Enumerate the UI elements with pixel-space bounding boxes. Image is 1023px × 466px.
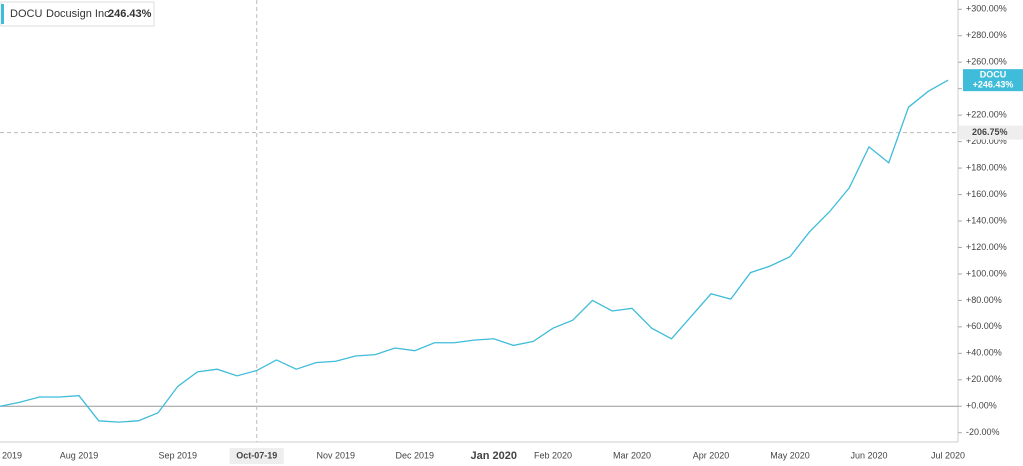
x-tick-label: Nov 2019: [316, 450, 355, 460]
y-tick-label: +120.00%: [966, 242, 1007, 252]
x-tick-label: Aug 2019: [60, 450, 99, 460]
last-value: 246.43%: [108, 8, 152, 20]
y-tick-label: +220.00%: [966, 110, 1007, 120]
y-tick-label: +60.00%: [966, 321, 1002, 331]
x-tick-label: Dec 2019: [395, 450, 434, 460]
header-swatch: [1, 4, 4, 24]
x-tick-label: May 2020: [770, 450, 810, 460]
y-tick-label: +280.00%: [966, 30, 1007, 40]
crosshair-x-box: [229, 448, 284, 464]
crosshair-x-label: Oct-07-19: [236, 450, 277, 460]
crosshair-y-label: 206.75%: [972, 127, 1008, 137]
y-tick-label: +40.00%: [966, 348, 1002, 358]
x-tick-label: Mar 2020: [613, 450, 651, 460]
x-tick-label: Apr 2020: [693, 450, 730, 460]
price-line: [0, 79, 949, 423]
y-tick-label: +20.00%: [966, 374, 1002, 384]
y-tick-label: +140.00%: [966, 215, 1007, 225]
y-tick-label: +180.00%: [966, 162, 1007, 172]
y-tick-label: +80.00%: [966, 295, 1002, 305]
y-tick-label: +100.00%: [966, 268, 1007, 278]
x-tick-label: Jan 2020: [471, 450, 517, 462]
y-tick-label: -20.00%: [966, 427, 1000, 437]
crosshair-y-box: [959, 125, 1023, 140]
x-tick-label: 2019: [2, 450, 22, 460]
y-tick-label: +200.00%: [966, 136, 1007, 146]
last-tag-box: [963, 69, 1023, 92]
x-tick-label: Sep 2019: [158, 450, 197, 460]
header: DOCU Docusign Inc 246.43%: [0, 1, 155, 27]
x-tick-label: Jun 2020: [850, 450, 887, 460]
x-tick-label: Feb 2020: [534, 450, 572, 460]
y-tick-label: +0.00%: [966, 401, 997, 411]
x-tick-label: Jul 2020: [931, 450, 965, 460]
last-tag-name: DOCU: [980, 70, 1007, 80]
ticker: DOCU: [10, 8, 42, 20]
y-tick-label: +300.00%: [966, 4, 1007, 14]
y-tick-label: +160.00%: [966, 189, 1007, 199]
company-name: Docusign Inc: [46, 8, 110, 20]
y-tick-label: +260.00%: [966, 57, 1007, 67]
last-tag-value: +246.43%: [973, 80, 1014, 90]
